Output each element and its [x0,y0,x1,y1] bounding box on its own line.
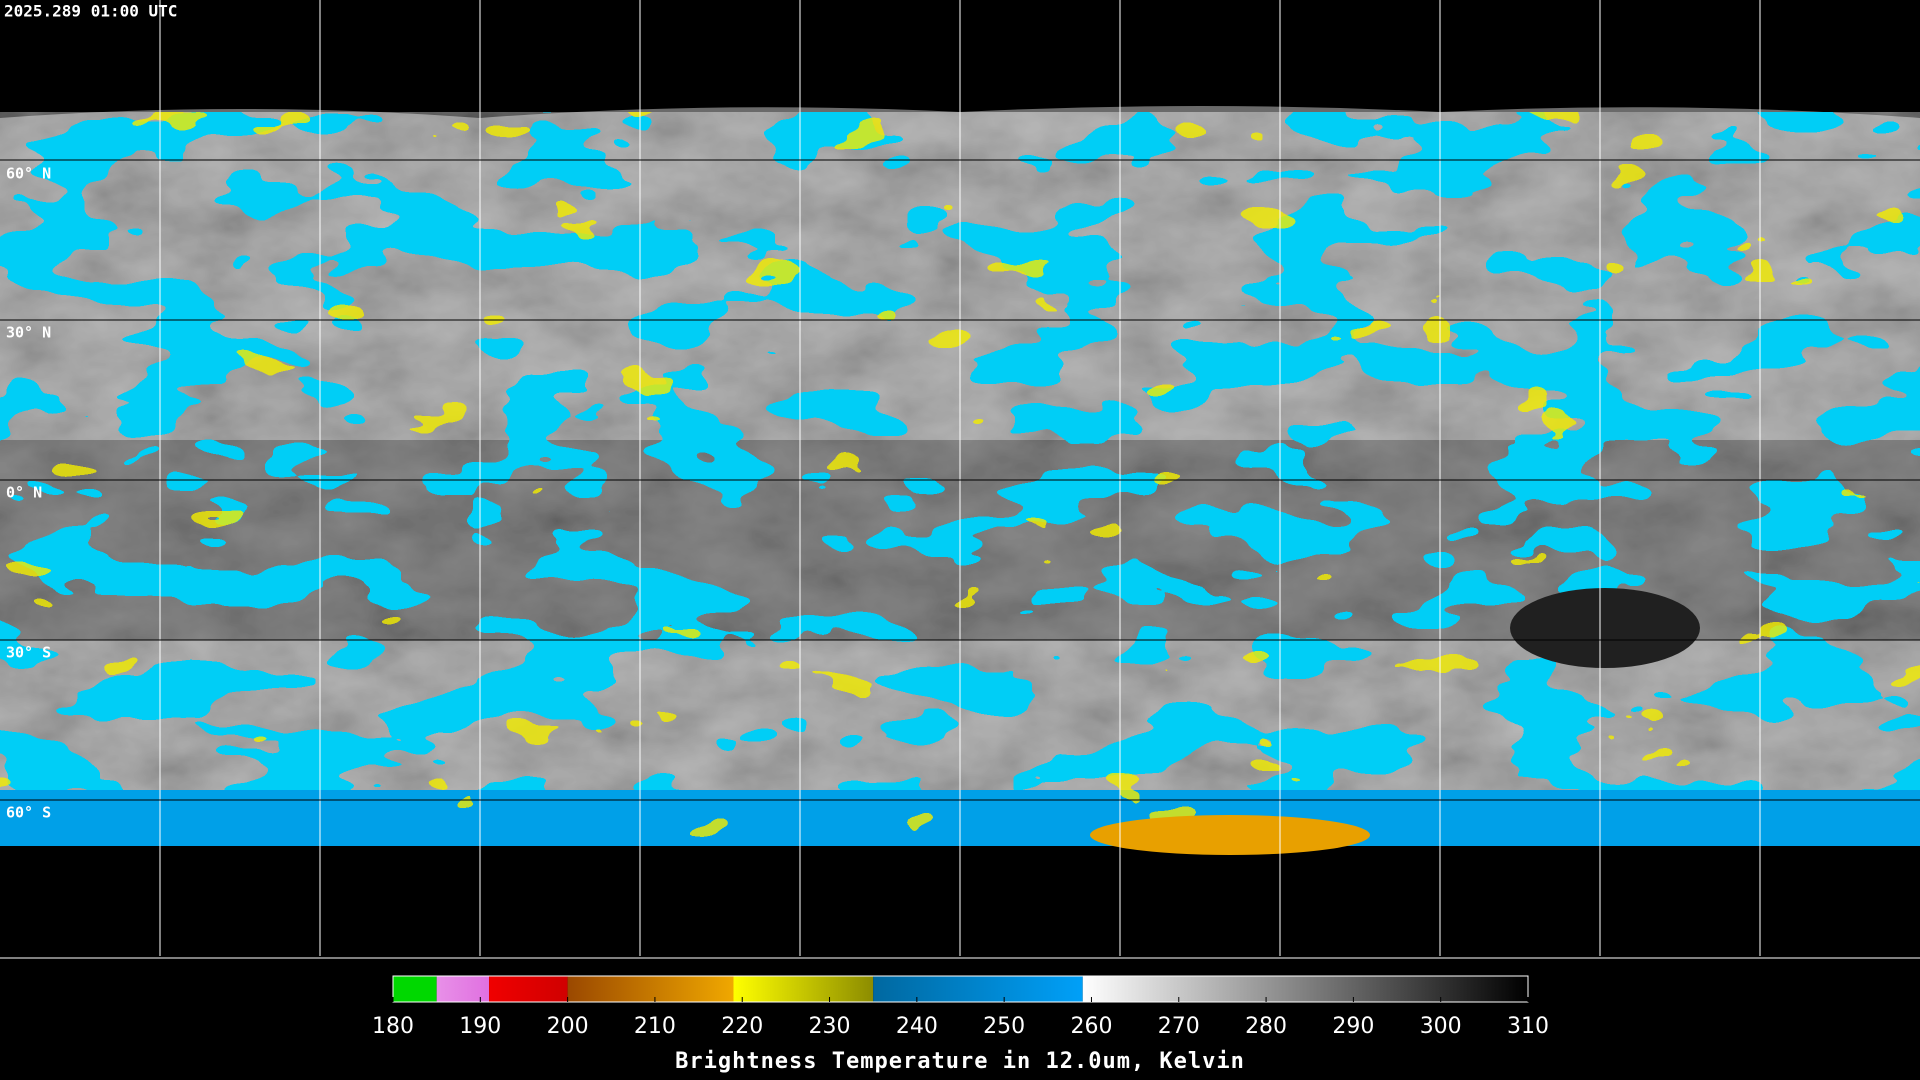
colorbar-tick-label: 210 [634,1014,676,1039]
colorbar-segment [489,976,568,1002]
latitude-label: 60° S [6,804,51,822]
latitude-label: 60° N [6,165,51,183]
map: 2025.289 01:00 UTC 60° N 30° N 0° N 30° … [0,0,1920,960]
colorbar-tick-label: 260 [1070,1014,1112,1039]
latitude-label: 30° N [6,324,51,342]
colorbar-tick-label: 270 [1158,1014,1200,1039]
latitude-label: 0° N [6,484,42,502]
colorbar-segment [1082,976,1528,1002]
colorbar-tick-label: 300 [1420,1014,1462,1039]
colorbar-tick-label: 250 [983,1014,1025,1039]
parallels [0,159,1920,801]
colorbar-segment [733,976,874,1002]
colorbar-segment [873,976,1083,1002]
colorbar-segment [436,976,490,1002]
colorbar-tick-label: 280 [1245,1014,1287,1039]
latitude-label: 30° S [6,644,51,662]
colorbar-title: Brightness Temperature in 12.0um, Kelvin [675,1049,1245,1074]
colorbar: Brightness Temperature in 12.0um, Kelvin… [372,975,1549,1074]
colorbar-tick-label: 200 [547,1014,589,1039]
colorbar-tick-label: 180 [372,1014,414,1039]
colorbar-tick-label: 240 [896,1014,938,1039]
colorbar-segment [393,976,437,1002]
grid [159,0,1761,956]
colorbar-tick-label: 290 [1332,1014,1374,1039]
colorbar-tick-label: 230 [809,1014,851,1039]
colorbar-tick-label: 220 [721,1014,763,1039]
colorbar-tick-label: 190 [459,1014,501,1039]
australia-warm-area [1510,588,1700,668]
antarctic-cold-area [1090,815,1370,855]
colorbar-frame [392,975,1529,1003]
colorbar-segment [567,976,734,1002]
colorbar-tick-label: 310 [1507,1014,1549,1039]
timestamp: 2025.289 01:00 UTC [4,2,177,21]
